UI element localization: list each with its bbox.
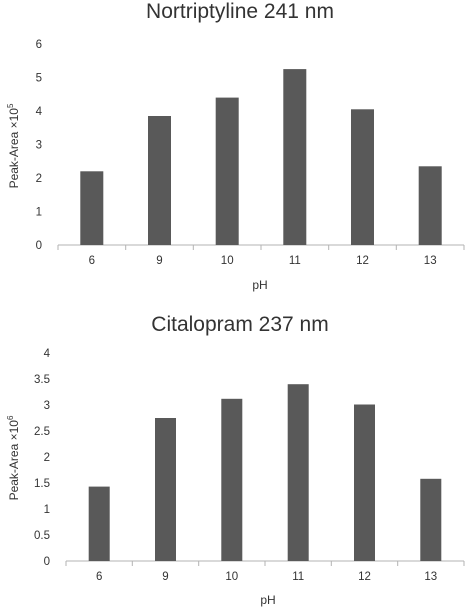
x-tick-label: 11 [289, 255, 301, 267]
chart-nortriptyline: Nortriptyline 241 nm Peak-Area ×105 pH 0… [6, 0, 465, 292]
bar [283, 69, 307, 245]
y-tick-label: 1 [44, 504, 50, 516]
bar [354, 404, 375, 561]
x-tick-label: 6 [89, 255, 95, 267]
x-ticks: 6 9 10 11 12 13 [57, 245, 465, 267]
y-axis-label: Peak-Area ×105 [6, 103, 21, 188]
x-tick-label: 9 [162, 571, 168, 583]
chart-title: Nortriptyline 241 nm [146, 0, 334, 23]
bar [418, 166, 442, 245]
x-tick-label: 12 [356, 255, 369, 267]
bars [88, 384, 442, 561]
bars [80, 69, 442, 245]
y-tick-label: 2.5 [34, 426, 50, 438]
y-tick-label: 2 [36, 173, 42, 185]
bar [221, 398, 243, 561]
x-tick-label: 13 [424, 571, 437, 583]
y-tick-label: 3 [36, 140, 42, 152]
bar [287, 384, 309, 561]
chart-citalopram: Citalopram 237 nm Peak-Area ×106 pH 0 0.5… [6, 313, 465, 607]
y-tick-label: 1 [36, 207, 42, 219]
y-tick-label: 5 [36, 73, 42, 85]
bar [80, 171, 104, 245]
y-ticks: 0 1 2 3 4 5 6 [36, 39, 43, 252]
y-tick-label: 0.5 [34, 530, 50, 542]
y-tick-label: 3 [44, 400, 50, 412]
x-tick-label: 11 [292, 571, 304, 583]
y-axis-label: Peak-Area ×106 [6, 415, 21, 500]
y-tick-label: 0 [44, 556, 50, 568]
y-tick-label: 1.5 [34, 478, 50, 490]
x-tick-label: 13 [424, 255, 437, 267]
bar [420, 478, 442, 561]
y-tick-label: 2 [44, 452, 50, 464]
x-tick-label: 6 [96, 571, 102, 583]
x-tick-label: 10 [225, 571, 238, 583]
y-tick-label: 4 [44, 348, 51, 360]
chart-title: Citalopram 237 nm [151, 313, 328, 336]
x-tick-label: 10 [221, 255, 234, 267]
bar [351, 109, 374, 245]
x-ticks: 6 9 10 11 12 13 [65, 561, 465, 583]
bar [215, 97, 239, 245]
x-tick-label: 12 [358, 571, 371, 583]
x-axis-label: pH [252, 278, 267, 292]
y-tick-label: 3.5 [34, 374, 50, 386]
bar [88, 486, 110, 561]
y-tick-label: 0 [36, 240, 42, 252]
y-ticks: 0 0.5 1 1.5 2 2.5 3 3.5 4 [34, 348, 51, 568]
y-tick-label: 6 [36, 39, 42, 51]
y-tick-label: 4 [36, 106, 43, 118]
bar [148, 116, 171, 245]
bar [155, 418, 176, 561]
x-axis-label: pH [260, 593, 275, 607]
x-tick-label: 9 [156, 255, 162, 267]
